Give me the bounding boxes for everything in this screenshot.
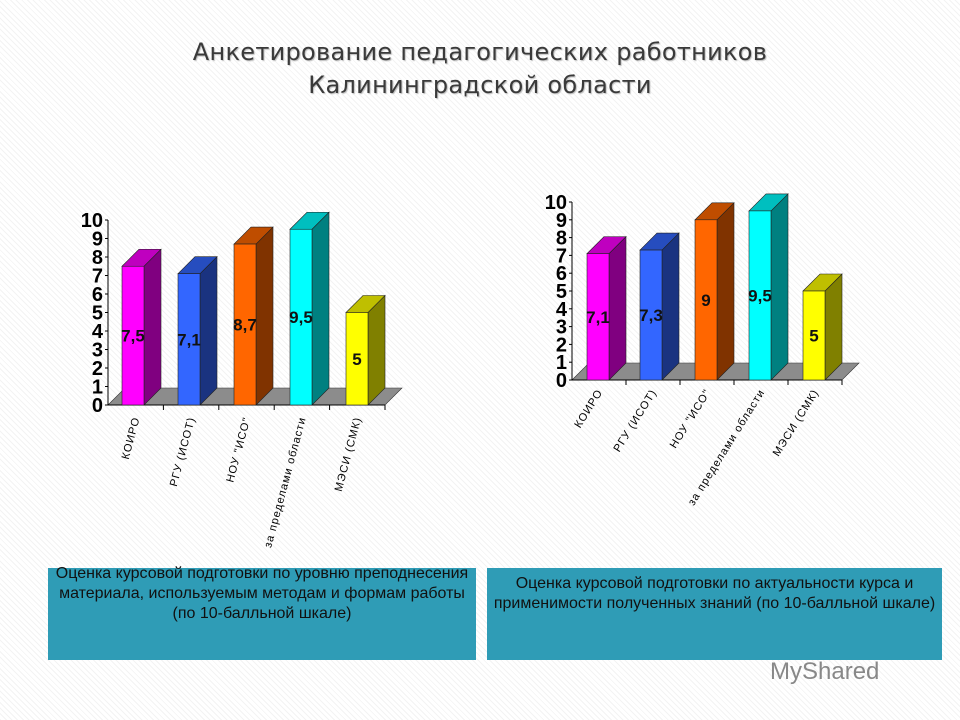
bar-side [716,202,735,381]
bar-side [608,235,627,381]
data-label: 5 [809,327,818,346]
bar [639,249,663,381]
slide-title: Анкетирование педагогических работников … [0,36,960,102]
y-tick-label: 0 [92,395,103,417]
caption-box-left: Оценка курсовой подготовки по уровню пре… [48,565,476,660]
bar [177,273,201,406]
bar [289,228,313,406]
title-line-1: Анкетирование педагогических работников [192,38,768,66]
bar [345,312,369,406]
y-tick-label: 5 [92,303,103,325]
bar [694,219,718,381]
data-label: 7,1 [586,308,610,327]
bar-side [824,273,843,381]
data-label: 9 [701,291,710,310]
bar [802,290,826,381]
y-tick-label: 8 [92,247,103,269]
y-tick-label: 1 [92,377,103,399]
y-tick-label: 8 [556,228,567,250]
data-label: 7,5 [121,327,145,346]
y-tick-label: 6 [556,263,567,285]
y-tick-label: 10 [81,210,103,232]
caption-right: Оценка курсовой подготовки по актуальнос… [493,575,936,612]
data-label: 7,3 [639,306,663,325]
y-tick-label: 5 [556,281,567,303]
y-tick-label: 2 [92,358,103,380]
data-label: 9,5 [289,308,313,327]
bar [121,265,145,406]
category-label: РГУ (ИСОТ) [611,387,659,454]
data-label: 7,1 [177,330,201,349]
category-label: КОИРО [572,387,605,430]
y-tick-label: 6 [92,284,103,306]
bar-side [661,232,680,381]
y-tick-label: 0 [556,370,567,392]
y-tick-label: 3 [556,317,567,339]
title-line-2: Калининградской области [308,71,652,99]
category-label: МЭСИ (СМК) [771,387,822,458]
bar-side [770,193,789,381]
y-tick-label: 9 [92,229,103,251]
bar [233,243,257,406]
watermark-logo: MyShared [770,658,880,685]
y-tick-label: 4 [92,321,104,343]
bar [586,253,610,381]
data-label: 9,5 [748,286,772,305]
y-tick-label: 1 [556,352,567,374]
y-tick-label: 7 [556,245,567,267]
y-tick-label: 4 [556,299,568,321]
y-tick-label: 2 [556,334,567,356]
y-tick-label: 9 [556,210,567,232]
y-tick-label: 7 [92,266,103,288]
data-label: 8,7 [233,316,257,335]
caption-box-right: Оценка курсовой подготовки по актуальнос… [487,568,942,660]
bar [748,210,772,381]
data-label: 5 [352,350,361,369]
y-tick-label: 10 [545,192,567,214]
category-label: НОУ "ИСО" [668,387,714,450]
y-tick-label: 3 [92,340,103,362]
caption-left: Оценка курсовой подготовки по уровню пре… [55,565,469,622]
